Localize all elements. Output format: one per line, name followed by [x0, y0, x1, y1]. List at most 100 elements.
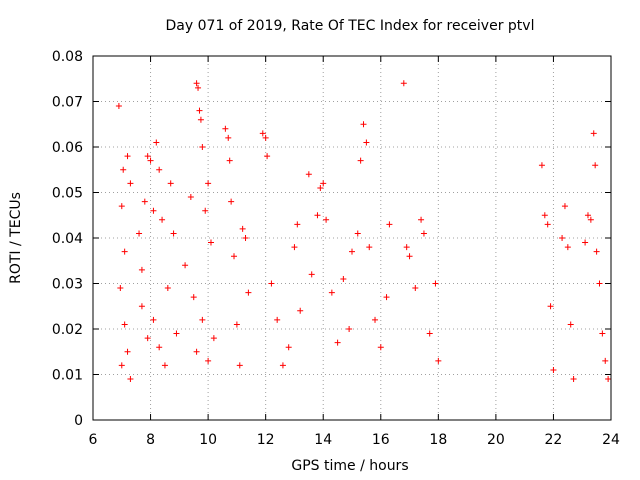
data-point — [199, 316, 206, 323]
data-point — [605, 376, 612, 383]
x-tick-label: 24 — [602, 432, 620, 448]
data-point — [150, 316, 157, 323]
data-point — [147, 157, 154, 164]
data-point — [239, 225, 246, 232]
data-point — [136, 230, 143, 237]
data-point — [582, 239, 589, 246]
data-point — [544, 221, 551, 228]
data-point — [420, 230, 427, 237]
x-tick-label: 8 — [146, 432, 155, 448]
data-point — [291, 244, 298, 251]
data-point — [225, 134, 232, 141]
data-point — [141, 198, 148, 205]
data-point — [366, 244, 373, 251]
x-tick-label: 10 — [199, 432, 217, 448]
data-point — [538, 162, 545, 169]
data-point — [233, 321, 240, 328]
data-points — [115, 80, 612, 383]
data-point — [231, 253, 238, 260]
data-point — [383, 294, 390, 301]
data-point — [584, 212, 591, 219]
data-point — [596, 280, 603, 287]
y-tick-label: 0.01 — [52, 368, 83, 384]
y-tick-label: 0.08 — [52, 49, 83, 65]
data-point — [173, 330, 180, 337]
data-point — [118, 362, 125, 369]
data-point — [120, 166, 127, 173]
data-point — [196, 107, 203, 114]
data-point — [205, 180, 212, 187]
data-point — [153, 139, 160, 146]
x-tick-label: 16 — [372, 432, 390, 448]
data-point — [432, 280, 439, 287]
y-tick-label: 0.07 — [52, 95, 83, 111]
data-point — [159, 216, 166, 223]
data-point — [226, 157, 233, 164]
data-point — [377, 344, 384, 351]
data-point — [228, 198, 235, 205]
data-point — [115, 103, 122, 110]
x-tick-label: 12 — [257, 432, 275, 448]
data-point — [328, 289, 335, 296]
data-point — [587, 216, 594, 223]
data-point — [156, 166, 163, 173]
data-point — [118, 203, 125, 210]
y-tick-label: 0.03 — [52, 277, 83, 293]
data-point — [121, 321, 128, 328]
data-point — [400, 80, 407, 87]
data-point — [317, 184, 324, 191]
data-point — [406, 253, 413, 260]
x-tick-label: 20 — [487, 432, 505, 448]
data-point — [222, 125, 229, 132]
data-point — [285, 344, 292, 351]
data-point — [435, 357, 442, 364]
data-point — [363, 139, 370, 146]
data-point — [117, 285, 124, 292]
data-point — [210, 335, 217, 342]
data-point — [305, 171, 312, 178]
data-point — [144, 153, 151, 160]
data-point — [559, 235, 566, 241]
data-point — [245, 289, 252, 296]
data-point — [590, 130, 597, 137]
data-point — [593, 248, 600, 255]
data-point — [418, 216, 425, 223]
data-point — [190, 294, 197, 301]
y-tick-label: 0 — [74, 413, 83, 429]
data-point — [314, 212, 321, 219]
data-point — [205, 357, 212, 364]
data-point — [170, 230, 177, 237]
data-point — [199, 144, 206, 150]
data-point — [124, 348, 131, 355]
grid-lines — [93, 56, 611, 420]
data-point — [323, 216, 330, 223]
data-point — [127, 180, 134, 187]
data-point — [193, 348, 200, 355]
data-point — [592, 162, 599, 169]
data-point — [161, 362, 168, 369]
data-point — [426, 330, 433, 337]
data-point — [567, 321, 574, 328]
x-axis-label: GPS time / hours — [291, 458, 408, 474]
data-point — [360, 121, 367, 128]
data-point — [349, 248, 355, 255]
data-point — [357, 157, 364, 164]
data-point — [268, 280, 275, 287]
data-point — [297, 307, 304, 314]
data-point — [138, 303, 145, 310]
y-axis-label: ROTI / TECUs — [8, 192, 24, 284]
y-tick-label: 0.05 — [52, 186, 83, 202]
data-point — [279, 362, 286, 369]
data-point — [202, 207, 209, 214]
data-point — [262, 134, 269, 141]
data-point — [164, 285, 171, 292]
data-point — [195, 84, 202, 91]
data-point — [207, 239, 214, 246]
data-point — [144, 335, 151, 342]
data-point — [274, 316, 281, 323]
data-point — [346, 326, 353, 332]
x-tick-label: 22 — [545, 432, 563, 448]
data-point — [602, 357, 609, 364]
data-point — [372, 316, 379, 323]
data-point — [308, 271, 315, 278]
